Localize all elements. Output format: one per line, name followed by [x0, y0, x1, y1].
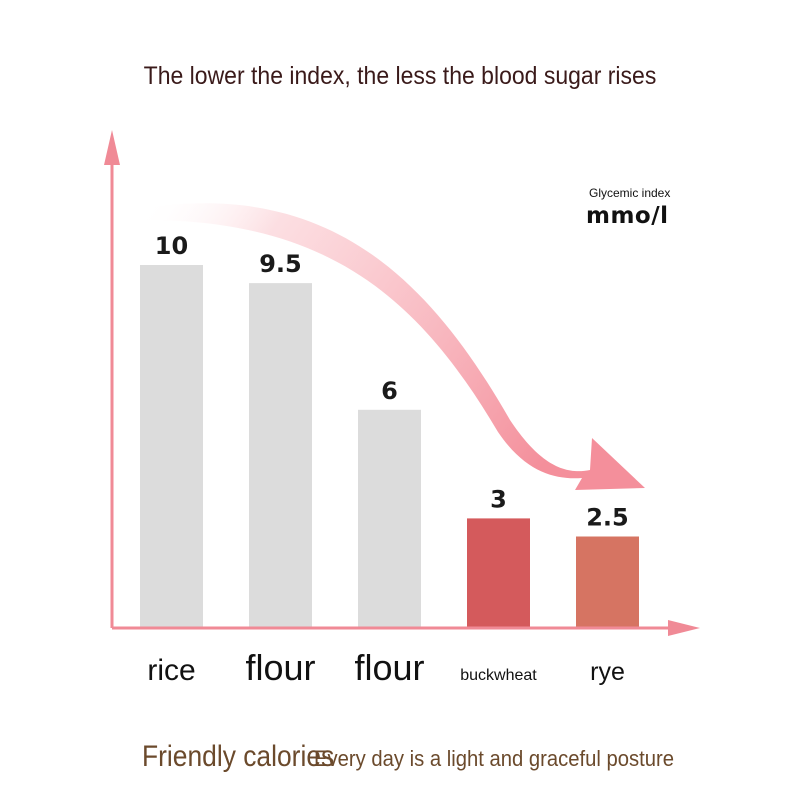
- value-label: 2.5: [586, 504, 629, 532]
- category-label: flour: [245, 647, 315, 688]
- trend-arrow: [145, 203, 645, 491]
- bar-buckwheat-3: [467, 518, 530, 627]
- value-label: 9.5: [259, 250, 302, 278]
- category-label: rye: [590, 658, 625, 686]
- value-label: 3: [490, 485, 507, 513]
- unit-value: mmo/l: [586, 203, 669, 229]
- category-label: buckwheat: [460, 667, 537, 684]
- y-axis-arrowhead: [104, 130, 120, 165]
- value-label: 10: [155, 232, 188, 260]
- bar-rice-0: [140, 265, 203, 627]
- category-label: rice: [147, 654, 195, 687]
- bar-rye-4: [576, 536, 639, 627]
- x-axis-arrowhead: [668, 620, 700, 636]
- chart-title: The lower the index, the less the blood …: [143, 62, 657, 90]
- value-label: 6: [381, 377, 398, 405]
- footer-slogan: Friendly calories: [142, 740, 335, 773]
- category-label: flour: [354, 647, 424, 688]
- bar-flour-2: [358, 409, 421, 627]
- footer-tagline: Every day is a light and graceful postur…: [314, 746, 675, 771]
- footer: Friendly calories Every day is a light a…: [0, 740, 800, 780]
- unit-label: Glycemic index: [589, 186, 671, 200]
- bar-flour-1: [249, 283, 312, 627]
